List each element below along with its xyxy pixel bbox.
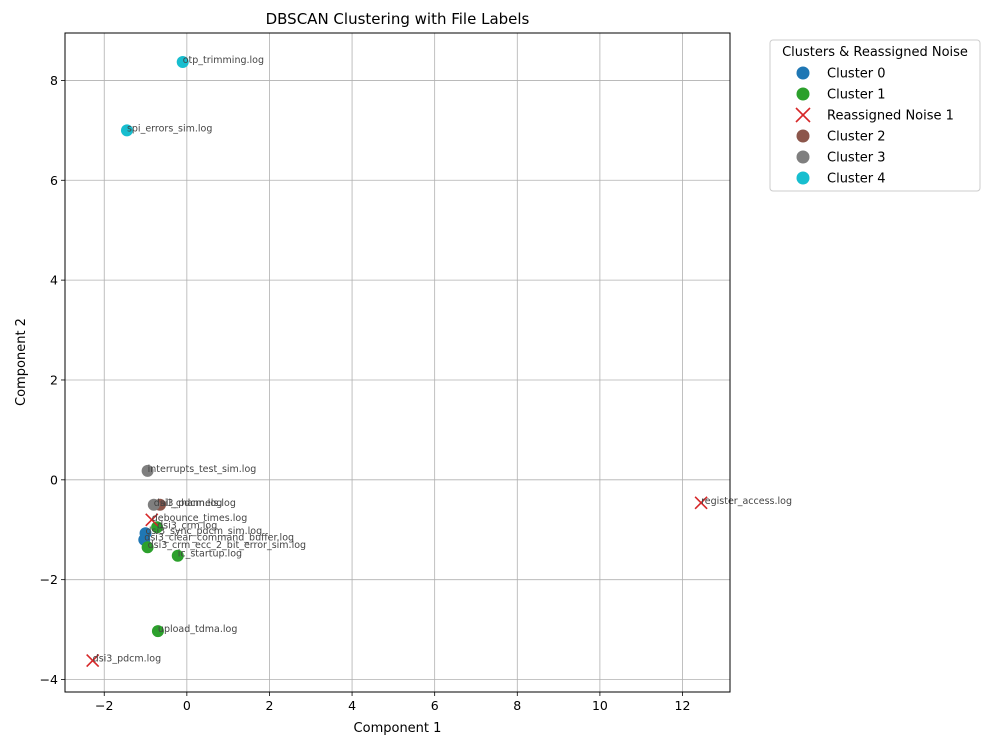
noise-point-marker: [86, 653, 100, 668]
point-label: dsi3_crm_ecc_2_bit_error_sim.log: [148, 540, 306, 551]
y-tick-label: 2: [50, 372, 58, 387]
legend-entry: Cluster 3: [796, 150, 886, 166]
cluster-point-marker: [141, 541, 154, 554]
y-tick-label: 6: [50, 173, 58, 188]
legend-circle-marker: [796, 129, 810, 143]
cluster-point-marker: [151, 625, 164, 638]
plot-frame: [64, 32, 731, 693]
point-label: upload_tdma.log: [158, 624, 237, 635]
legend-entry: Reassigned Noise 1: [795, 107, 954, 124]
cluster-point-marker: [171, 549, 184, 562]
y-tick-label: 0: [50, 472, 58, 487]
y-tick-label: −2: [40, 572, 58, 587]
legend-entry: Cluster 4: [796, 171, 886, 187]
point-label: debounce_times.log: [152, 513, 248, 524]
x-axis-title: Component 1: [354, 721, 442, 736]
chart-title: DBSCAN Clustering with File Labels: [266, 10, 530, 28]
legend-circle-marker: [796, 66, 810, 80]
y-axis-ticks: −4 −2 0 2 4 6 8: [40, 73, 65, 687]
point-label: otp_trimming.log: [183, 55, 264, 66]
y-tick-label: 8: [50, 73, 58, 88]
legend-box: [769, 39, 981, 192]
x-tick-label: 12: [675, 698, 691, 713]
x-tick-label: 2: [265, 698, 273, 713]
point-label: dsi3_pdcm.log: [93, 654, 161, 665]
legend-label: Cluster 1: [827, 88, 886, 103]
legend-title: Clusters & Reassigned Noise: [782, 45, 968, 60]
point-label: dsi3_clear_command_buffer.log: [144, 533, 294, 544]
legend-label: Cluster 3: [827, 151, 886, 166]
cluster-point-marker: [141, 464, 154, 477]
legend-circle-marker: [796, 87, 810, 101]
legend-label: Cluster 0: [827, 67, 886, 82]
point-label: ic_startup.log: [178, 549, 242, 560]
legend-circle-marker: [796, 171, 810, 185]
x-axis-ticks: −2 0 2 4 6 8 10 12: [95, 692, 690, 713]
y-tick-label: 4: [50, 273, 58, 288]
legend-entry: Cluster 1: [796, 87, 886, 103]
point-labels: dsi3_sync_pdcm_sim.logdsi3_clear_command…: [93, 55, 792, 665]
x-tick-label: 10: [592, 698, 608, 713]
legend-label: Cluster 2: [827, 130, 886, 145]
cluster-point-marker: [120, 124, 133, 137]
point-label: register_access.log: [701, 496, 792, 507]
x-tick-label: 4: [348, 698, 356, 713]
legend-circle-marker: [796, 150, 810, 164]
legend-label: Cluster 4: [827, 172, 886, 187]
point-label: dsi3_crm.log: [157, 520, 217, 531]
y-axis-title: Component 2: [14, 318, 29, 406]
x-tick-label: 6: [431, 698, 439, 713]
legend-label: Reassigned Noise 1: [827, 109, 954, 124]
legend-entry: Cluster 2: [796, 129, 886, 145]
point-label: dsi3_pdcm.log: [154, 498, 222, 509]
cluster-point-marker: [151, 521, 164, 534]
x-tick-label: −2: [95, 698, 113, 713]
noise-point-marker: [694, 496, 708, 510]
y-tick-label: −4: [40, 672, 58, 687]
cluster-point-marker: [147, 498, 160, 511]
data-points: [86, 55, 708, 668]
point-label: all_channels.log: [160, 498, 236, 509]
legend-x-marker: [795, 107, 811, 123]
legend-items: Cluster 0 Cluster 1 Reassigned Noise 1 Clus…: [795, 66, 954, 187]
x-tick-label: 0: [183, 698, 191, 713]
point-label: dsi3_sync_pdcm_sim.log: [146, 526, 263, 537]
cluster-point-marker: [176, 55, 189, 68]
noise-point-marker: [145, 513, 159, 527]
grid: [65, 33, 730, 692]
x-tick-label: 8: [513, 698, 521, 713]
legend-entry: Cluster 0: [796, 66, 886, 82]
point-label: interrupts_test_sim.log: [148, 464, 257, 475]
point-label: spi_errors_sim.log: [127, 123, 212, 134]
legend: Clusters & Reassigned Noise Cluster 0Clu…: [769, 39, 981, 192]
